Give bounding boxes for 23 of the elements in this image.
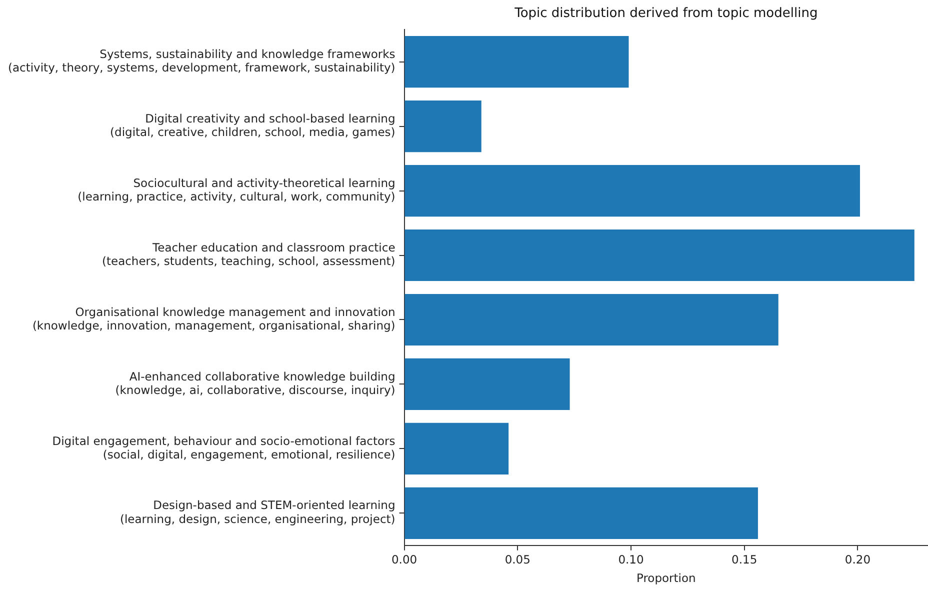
x-tick-label: 0.00 (391, 552, 418, 566)
y-tick-label: Digital creativity and school-based learning (digital, creative, children, school, media, games) (110, 111, 396, 140)
x-tick-label: 0.05 (504, 552, 530, 566)
x-tick-label: 0.20 (844, 552, 871, 566)
bar (404, 294, 778, 346)
x-tick-label: 0.10 (618, 552, 644, 566)
bar (404, 100, 482, 152)
y-tick-label: Organisational knowledge management and innovation (knowledge, innovation, management, organisational, sharing) (32, 304, 396, 333)
y-tick-label: Design-based and STEM-oriented learning (learning, design, science, engineering, project) (120, 498, 396, 526)
chart-title: Topic distribution derived from topic modelling (514, 6, 818, 22)
bar (404, 36, 629, 88)
bar (404, 358, 570, 410)
bar (404, 229, 914, 282)
y-tick-label: Teacher education and classroom practice (teachers, students, teaching, school, assessment) (102, 240, 396, 268)
x-tick-label: 0.15 (732, 552, 758, 566)
x-axis-title: Proportion (636, 571, 696, 586)
y-tick-label: Systems, sustainability and knowledge frameworks (activity, theory, systems, development, framework, sustainability) (8, 46, 396, 75)
bar (404, 422, 509, 474)
y-tick-label: AI-enhanced collaborative knowledge building (knowledge, ai, collaborative, discourse, inquiry) (115, 369, 396, 398)
bar (404, 487, 758, 539)
y-tick-label: Sociocultural and activity-theoretical learning (learning, practice, activity, cultural, work, community) (78, 176, 396, 204)
y-tick-label: Digital engagement, behaviour and socio-emotional factors (social, digital, engagement, emotional, resilience) (52, 434, 396, 462)
bar (404, 165, 860, 217)
